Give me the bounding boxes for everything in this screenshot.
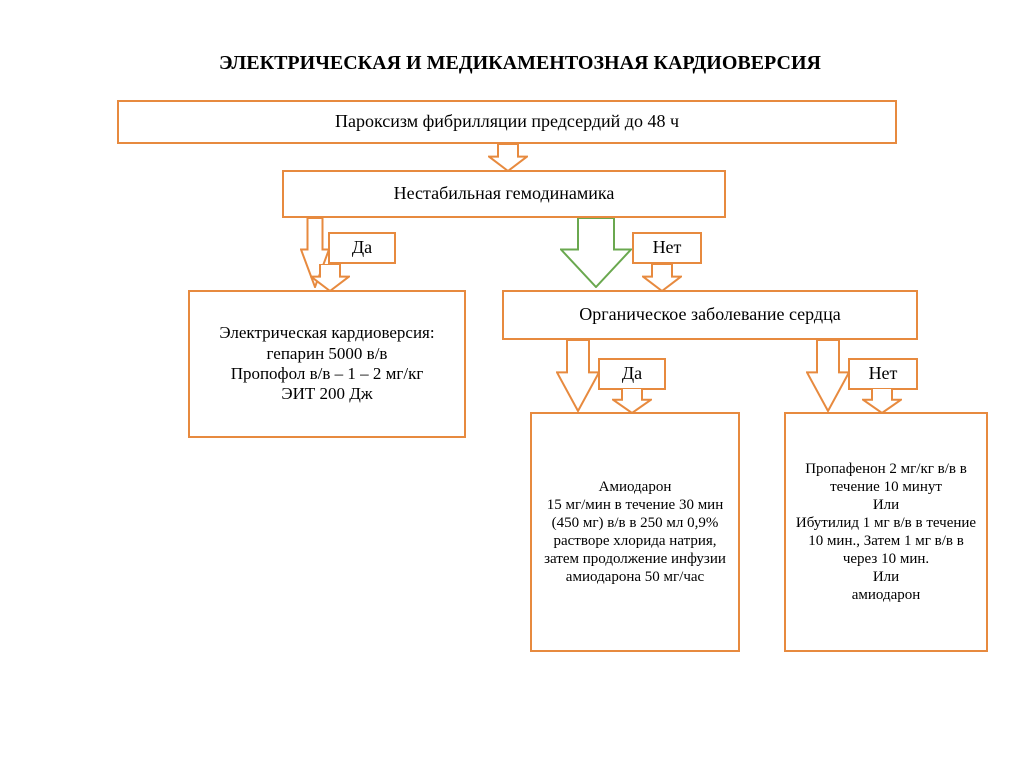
node-da2: Да [598,358,666,390]
arrow-a_n2_net1 [560,218,632,288]
node-elec: Электрическая кардиоверсия: гепарин 5000… [188,290,466,438]
node-n1: Пароксизм фибрилляции предсердий до 48 ч [117,100,897,144]
arrow-a_net2_prop [862,388,902,414]
arrow-a_org_net2 [806,340,850,412]
arrow-a_org_da2 [556,340,600,412]
node-net1: Нет [632,232,702,264]
arrow-a_n1_n2 [488,144,528,172]
arrow-a_da1_elec [310,264,350,292]
node-organic: Органическое заболевание сердца [502,290,918,340]
node-n2: Нестабильная гемодинамика [282,170,726,218]
node-da1: Да [328,232,396,264]
arrow-a_da2_amiod [612,388,652,414]
arrow-a_net1_org [642,264,682,292]
node-amiod: Амиодарон 15 мг/мин в течение 30 мин (45… [530,412,740,652]
node-propaf: Пропафенон 2 мг/кг в/в в течение 10 мину… [784,412,988,652]
node-net2: Нет [848,358,918,390]
page-title: ЭЛЕКТРИЧЕСКАЯ И МЕДИКАМЕНТОЗНАЯ КАРДИОВЕ… [160,52,880,80]
